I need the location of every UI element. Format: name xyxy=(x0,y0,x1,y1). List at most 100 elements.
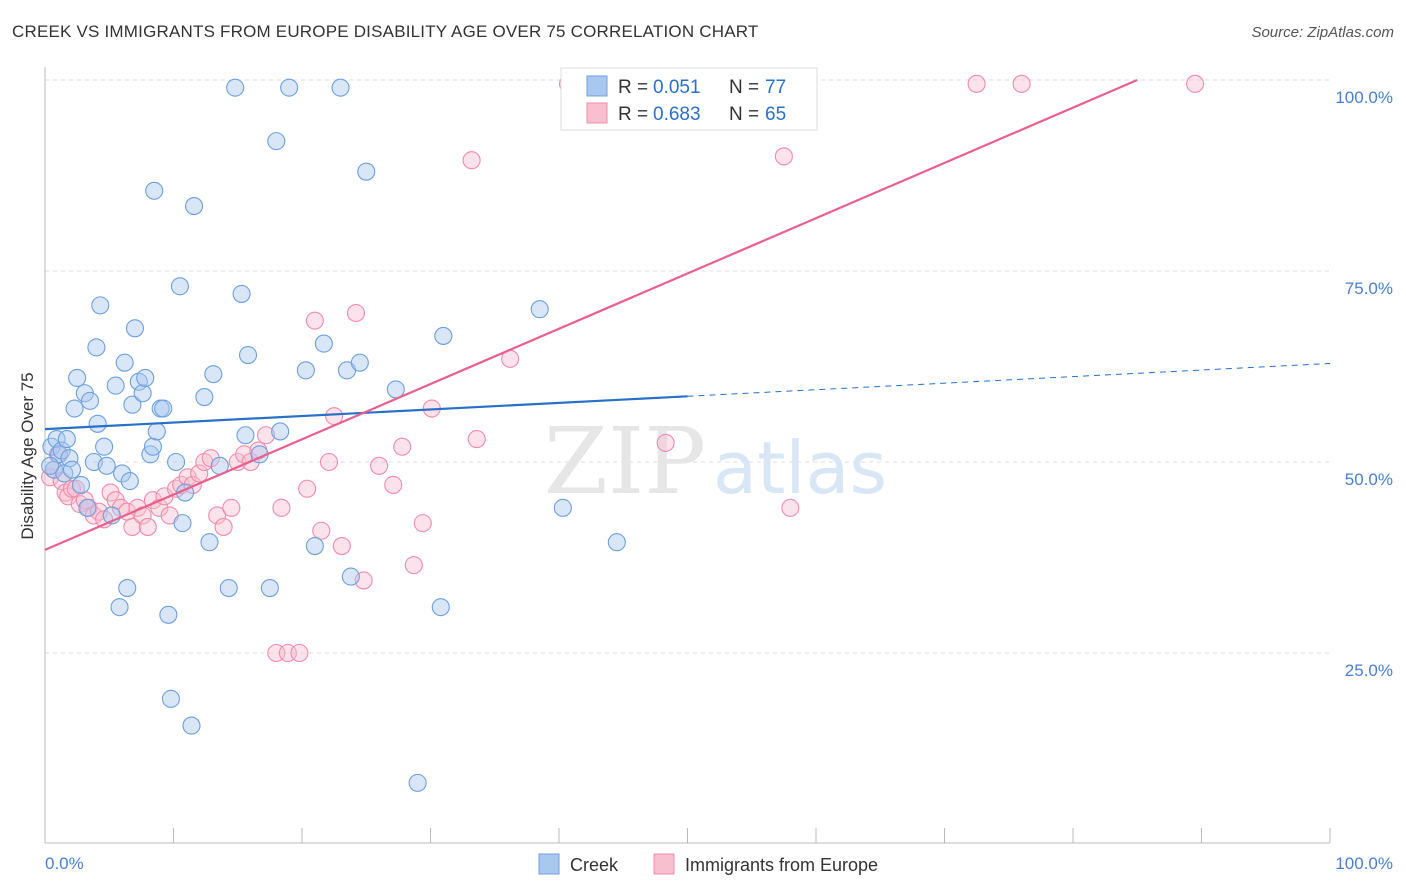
europe-point xyxy=(467,430,486,449)
creek-point xyxy=(143,437,162,456)
europe-point xyxy=(781,498,800,517)
creek-points xyxy=(41,78,626,792)
creek-n-label: N = xyxy=(729,77,759,98)
europe-series-swatch xyxy=(653,853,675,875)
creek-point xyxy=(57,430,76,449)
europe-point xyxy=(967,74,986,93)
creek-point xyxy=(154,399,173,418)
x-tick-label-left: 0.0% xyxy=(45,854,84,873)
creek-point xyxy=(331,78,350,97)
creek-point xyxy=(296,361,315,380)
creek-point xyxy=(159,605,178,624)
creek-point xyxy=(68,368,87,388)
creek-point xyxy=(97,456,116,475)
creek-point xyxy=(232,284,251,303)
europe-point xyxy=(256,426,276,445)
creek-point xyxy=(267,132,286,151)
europe-point xyxy=(208,506,227,525)
creek-point xyxy=(120,472,139,491)
europe-point xyxy=(774,147,793,166)
creek-point xyxy=(88,414,107,433)
y-tick-label: 75.0% xyxy=(1345,279,1393,298)
creek-point xyxy=(136,368,155,388)
creek-trend-extension xyxy=(687,362,1331,397)
europe-point xyxy=(404,556,423,575)
creek-point xyxy=(607,533,626,552)
europe-r-value: 0.683 xyxy=(653,104,701,125)
creek-point xyxy=(200,533,219,552)
creek-point xyxy=(118,579,137,598)
gridlines xyxy=(45,79,1330,654)
series-legend: Creek Immigrants from Europe xyxy=(538,853,878,875)
europe-point xyxy=(319,452,339,472)
europe-point xyxy=(1012,74,1031,93)
creek-point xyxy=(80,391,100,410)
creek-point xyxy=(65,399,84,418)
creek-point xyxy=(280,78,299,97)
europe-point xyxy=(62,479,82,498)
creek-point xyxy=(238,345,258,365)
creek-point xyxy=(219,579,238,598)
europe-point xyxy=(305,311,324,330)
creek-point xyxy=(78,498,97,517)
x-axis-ticks xyxy=(44,828,1331,843)
creek-point xyxy=(271,422,290,441)
europe-point xyxy=(656,433,675,452)
europe-point xyxy=(346,303,366,323)
creek-point xyxy=(147,422,166,441)
europe-point xyxy=(312,521,331,540)
creek-point xyxy=(62,460,82,479)
creek-point xyxy=(185,197,204,216)
creek-point xyxy=(182,716,201,735)
europe-trend-line xyxy=(44,78,1138,551)
y-axis-tick-labels: 100.0% 75.0% 50.0% 25.0% xyxy=(1335,88,1393,680)
x-tick-label-right: 100.0% xyxy=(1335,854,1393,873)
creek-point xyxy=(110,598,129,617)
creek-point xyxy=(91,296,110,315)
creek-point xyxy=(145,181,164,200)
europe-point xyxy=(413,514,432,533)
europe-point xyxy=(190,464,209,483)
creek-point xyxy=(236,426,255,445)
creek-point xyxy=(71,475,91,494)
europe-point xyxy=(298,479,317,498)
europe-r-label: R = xyxy=(618,104,648,125)
stats-legend: R = 0.051 N = 77 R = 0.683 N = 65 xyxy=(560,67,818,131)
creek-legend-swatch xyxy=(586,75,608,97)
creek-point xyxy=(408,773,427,792)
creek-point xyxy=(204,365,223,384)
europe-legend-swatch xyxy=(586,102,608,124)
creek-r-label: R = xyxy=(618,77,648,98)
creek-point xyxy=(125,319,144,338)
creek-point xyxy=(350,353,369,372)
europe-point xyxy=(462,151,481,170)
y-tick-label: 100.0% xyxy=(1335,88,1393,107)
creek-point xyxy=(431,598,450,617)
europe-point xyxy=(214,517,233,536)
creek-point xyxy=(305,536,324,556)
watermark-zip: ZIP xyxy=(544,408,706,515)
europe-point xyxy=(138,517,157,536)
creek-point xyxy=(47,430,66,449)
creek-point xyxy=(106,376,125,395)
creek-point xyxy=(173,514,192,533)
europe-point xyxy=(272,498,291,517)
creek-point xyxy=(434,326,453,345)
creek-point xyxy=(133,384,152,403)
europe-series-label: Immigrants from Europe xyxy=(685,855,878,875)
europe-point xyxy=(370,456,389,475)
trend-lines xyxy=(44,78,1331,551)
creek-point xyxy=(60,449,79,468)
creek-point xyxy=(341,567,360,586)
creek-point xyxy=(123,395,142,414)
europe-point xyxy=(384,475,403,494)
europe-n-value: 65 xyxy=(765,104,786,125)
creek-n-value: 77 xyxy=(765,77,786,98)
creek-series-label: Creek xyxy=(570,855,619,875)
europe-point xyxy=(123,517,142,536)
creek-point xyxy=(530,300,549,319)
creek-series-swatch xyxy=(538,853,560,875)
source-label: Source: ZipAtlas.com xyxy=(1251,24,1394,41)
creek-point xyxy=(314,334,333,353)
